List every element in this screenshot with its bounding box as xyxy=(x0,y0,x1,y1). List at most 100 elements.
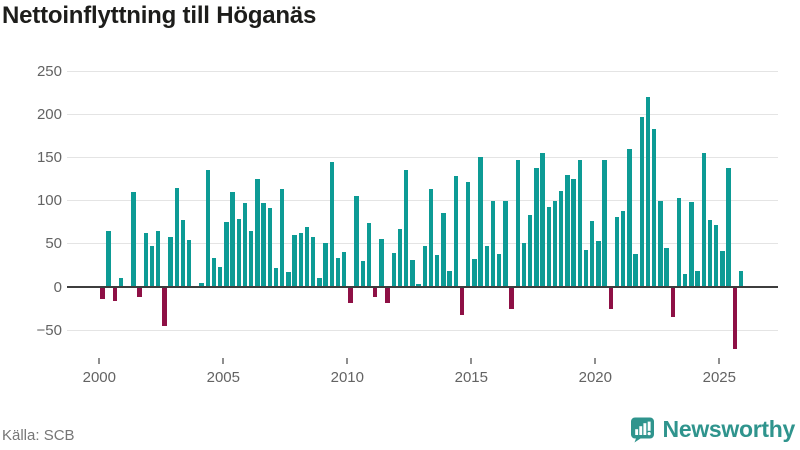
chart-title: Nettoinflyttning till Höganäs xyxy=(2,2,317,29)
bar xyxy=(596,241,601,287)
bar xyxy=(527,215,533,287)
bar xyxy=(149,246,155,287)
bar xyxy=(397,229,403,287)
bar xyxy=(131,191,136,287)
y-axis-label: 150 xyxy=(36,148,62,166)
bar xyxy=(217,267,223,287)
bar xyxy=(552,201,558,287)
bar xyxy=(602,159,607,287)
gridline xyxy=(67,156,778,158)
bar xyxy=(273,267,279,287)
bar xyxy=(720,250,725,287)
bar xyxy=(372,288,378,297)
bar xyxy=(484,245,490,287)
bar xyxy=(385,288,390,303)
bar xyxy=(186,240,192,287)
bar xyxy=(360,261,366,287)
bar xyxy=(224,222,229,287)
bar xyxy=(447,270,452,287)
bar xyxy=(162,288,167,327)
bar xyxy=(205,170,211,287)
plot-area: 250 200 150 100 50 0 −50 2000 2005 2010 2015 2020 20… xyxy=(36,62,778,386)
bar xyxy=(168,236,173,287)
gridline xyxy=(67,329,778,331)
y-axis-label: 100 xyxy=(36,192,62,210)
bar xyxy=(248,230,254,287)
bar xyxy=(267,207,273,287)
gridline xyxy=(67,200,778,202)
bar xyxy=(279,189,285,287)
bar xyxy=(465,182,471,287)
bar xyxy=(496,254,502,287)
bar xyxy=(391,253,397,287)
bar xyxy=(100,288,105,300)
bar xyxy=(199,282,204,287)
bar xyxy=(379,239,384,287)
y-axis-label: 0 xyxy=(53,278,62,296)
bar xyxy=(608,288,614,309)
bar xyxy=(664,248,669,287)
bar xyxy=(695,270,700,287)
bar xyxy=(459,288,465,315)
bar xyxy=(422,245,428,287)
bar xyxy=(174,187,180,287)
x-axis-tick xyxy=(346,358,349,364)
x-axis-label: 2000 xyxy=(82,369,116,386)
source-note: Källa: SCB xyxy=(2,427,75,444)
bar xyxy=(515,159,521,287)
bar xyxy=(472,259,477,287)
bar xyxy=(682,274,688,287)
x-axis-label: 2005 xyxy=(206,369,240,386)
bar xyxy=(106,230,111,287)
bar xyxy=(286,272,291,287)
bar xyxy=(490,200,496,287)
y-axis-label: 50 xyxy=(45,235,62,253)
bar xyxy=(726,167,731,287)
x-axis-label: 2025 xyxy=(702,369,736,386)
gridline xyxy=(67,113,778,115)
y-axis-label: 250 xyxy=(36,62,62,80)
bar xyxy=(738,270,744,287)
bar xyxy=(112,288,118,301)
bar xyxy=(676,198,682,287)
x-axis-zero-line xyxy=(67,286,778,288)
bar xyxy=(583,249,589,287)
newsworthy-logo-icon xyxy=(630,417,654,443)
bar xyxy=(453,176,459,287)
bar xyxy=(230,191,235,287)
bar xyxy=(317,278,322,287)
x-axis-tick xyxy=(470,358,473,364)
bar xyxy=(403,170,409,287)
bar xyxy=(521,242,527,287)
bar xyxy=(565,174,570,287)
bar xyxy=(478,157,483,287)
bar xyxy=(577,159,583,287)
bar xyxy=(180,220,186,287)
bar xyxy=(670,288,676,317)
bar xyxy=(298,232,304,287)
bar xyxy=(509,288,514,309)
bar xyxy=(707,219,713,287)
bar xyxy=(366,223,372,287)
bar xyxy=(503,201,508,287)
bar xyxy=(242,203,248,287)
bar xyxy=(137,288,142,297)
x-axis-tick xyxy=(98,358,101,364)
bar xyxy=(292,235,297,287)
bar xyxy=(335,258,341,287)
x-axis-label: 2010 xyxy=(330,369,364,386)
bar xyxy=(410,260,415,287)
bar xyxy=(540,153,545,287)
x-axis-tick xyxy=(594,358,597,364)
newsworthy-logo[interactable]: Newsworthy xyxy=(629,416,795,443)
bar xyxy=(713,224,719,287)
x-axis-tick xyxy=(222,358,225,364)
bar xyxy=(651,128,657,287)
bar xyxy=(329,161,335,287)
bar xyxy=(701,153,707,287)
bar xyxy=(627,148,632,287)
x-axis-label: 2020 xyxy=(578,369,612,386)
bar xyxy=(143,232,149,287)
bar xyxy=(428,188,434,287)
